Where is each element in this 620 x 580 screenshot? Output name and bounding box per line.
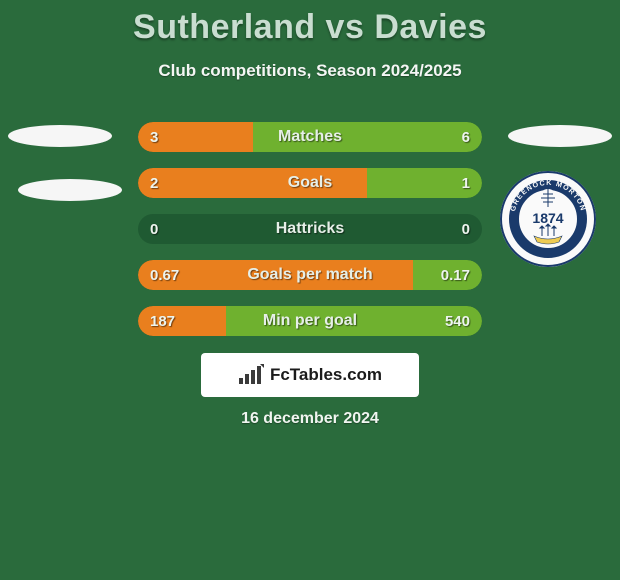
stat-label: Goals per match [138,260,482,290]
stat-row: 0.67 0.17 Goals per match [138,260,482,290]
bar-chart-icon [238,364,264,386]
club-mark-right-1 [508,125,612,147]
page-title: Sutherland vs Davies [0,0,620,47]
logo-text: FcTables.com [270,365,382,385]
stat-row: 2 1 Goals [138,168,482,198]
subtitle: Club competitions, Season 2024/2025 [0,61,620,81]
crest-svg: GREENOCK MORTON 1874 [499,170,597,268]
generated-date: 16 december 2024 [0,410,620,428]
stat-label: Goals [138,168,482,198]
club-mark-left-1 [8,125,112,147]
club-crest: GREENOCK MORTON 1874 [499,170,597,268]
club-mark-left-2 [18,179,122,201]
fctables-logo: FcTables.com [201,353,419,397]
stat-label: Hattricks [138,214,482,244]
widget-root: Sutherland vs Davies Club competitions, … [0,0,620,580]
stat-row: 3 6 Matches [138,122,482,152]
stat-label: Min per goal [138,306,482,336]
stats-container: 3 6 Matches 2 1 Goals 0 0 Hattricks 0.67… [138,122,482,352]
stat-row: 0 0 Hattricks [138,214,482,244]
stat-label: Matches [138,122,482,152]
stat-row: 187 540 Min per goal [138,306,482,336]
